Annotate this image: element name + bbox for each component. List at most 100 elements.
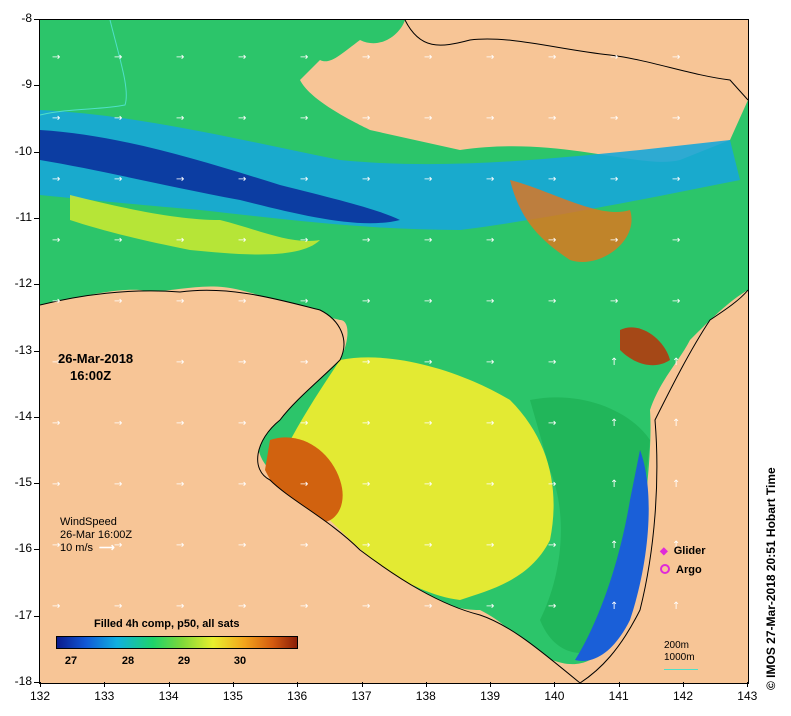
wind-arrow-icon: → [610,296,618,307]
wind-arrow-icon: → [300,52,308,63]
wind-arrow-icon: → [548,235,556,246]
wind-arrow-icon: ↑ [610,540,618,551]
wind-arrow-icon: ↑ [672,357,680,368]
wind-arrow-icon: → [486,540,494,551]
wind-arrow-icon: → [362,235,370,246]
wind-arrow-icon: → [672,174,680,185]
wind-arrow-icon: → [176,357,184,368]
wind-arrow-icon: → [362,601,370,612]
wind-arrow-icon: → [114,174,122,185]
wind-arrow-icon: → [486,296,494,307]
map-timestamp: 26-Mar-2018 16:00Z [58,350,133,384]
glider-marker-icon: ◆ [660,546,668,557]
wind-arrow-icon: → [362,540,370,551]
wind-arrow-icon: → [52,357,60,368]
x-tick-mark [232,682,234,687]
x-tick-mark [490,682,492,687]
map-time: 16:00Z [70,368,112,383]
x-tick-label: 137 [351,689,372,703]
y-tick-mark [34,682,39,683]
wind-arrow-icon: → [238,52,246,63]
wind-arrow-icon: → [548,479,556,490]
wind-legend-scale: 10 m/s [60,542,94,554]
wind-arrow-icon: → [176,52,184,63]
depth-contour-line-icon [664,668,698,670]
wind-arrow-icon: → [486,235,494,246]
wind-arrow-icon: → [238,540,246,551]
gulf-yellow [280,357,554,600]
wind-arrow-icon: ↑ [672,418,680,429]
wind-arrow-icon: → [424,113,432,124]
warm-patch-east [510,180,632,262]
glider-label: Glider [673,545,706,557]
colorbar-legend: Filled 4h comp, p50, all sats 27 28 29 3… [56,618,301,667]
x-tick-label: 141 [608,689,629,703]
wind-arrow-icon: → [176,601,184,612]
y-tick-label: -14 [14,408,32,423]
wind-arrow-icon: → [424,601,432,612]
colorbar-tick: 29 [177,655,191,667]
wind-arrow-icon: → [300,296,308,307]
wind-arrow-icon: → [486,52,494,63]
wind-arrow-icon: → [672,296,680,307]
colorbar-tick: 30 [233,655,247,667]
wind-arrow-icon: → [52,235,60,246]
wind-arrow-icon: → [114,418,122,429]
colorbar-gradient [56,636,298,649]
y-tick-label: -12 [14,276,32,291]
y-tick-mark [34,350,39,352]
wind-arrow-icon: → [486,479,494,490]
depth-contour-legend: 200m 1000m [664,640,698,676]
wind-arrow-icon: → [548,418,556,429]
wind-arrow-icon: → [52,174,60,185]
x-tick-label: 133 [94,689,115,703]
wind-arrow-icon: ↑ [610,418,618,429]
depth-1000m-label: 1000m [664,652,695,663]
map-date: 26-Mar-2018 [58,351,134,366]
y-tick-mark [34,483,39,485]
wind-arrow-icon: → [238,113,246,124]
colorbar-tick: 27 [64,655,78,667]
wind-arrow-icon: ↑ [672,540,680,551]
wind-arrow-icon: → [486,357,494,368]
wind-arrow-icon: → [672,235,680,246]
x-tick-mark [361,682,363,687]
wind-arrow-icon: → [362,174,370,185]
land-east-cape [580,290,748,683]
x-tick-mark [297,682,299,687]
wind-arrow-icon: → [238,174,246,185]
wind-arrow-icon: → [52,52,60,63]
wind-arrow-icon: → [52,296,60,307]
x-tick-label: 134 [158,689,179,703]
x-tick-mark [554,682,556,687]
wind-arrow-icon: ↑ [610,357,618,368]
x-tick-label: 143 [737,689,758,703]
y-tick-mark [34,615,39,617]
depth-contour-1000m [40,20,127,116]
wind-arrow-icon: → [300,357,308,368]
wind-arrow-icon: → [176,296,184,307]
y-tick-label: -9 [21,77,32,92]
y-tick-label: -18 [14,674,32,688]
wind-arrow-icon: → [424,296,432,307]
wind-scale-arrow-icon: ⟶ [99,542,115,554]
wind-arrow-icon: → [114,113,122,124]
x-tick-mark [40,682,41,687]
wind-arrow-icon: ↑ [672,479,680,490]
gulf-orange [265,437,343,523]
x-tick-mark [683,682,684,687]
colorbar-tick: 28 [121,655,135,667]
map-plot-area: → → → → → → → → → → → → → → → → → → → → → → → → → → → → → → → → → → → → → → → →… [39,19,749,684]
wind-arrow-icon: → [486,601,494,612]
platform-legend: ◆ Glider Argo [660,542,706,580]
wind-arrow-icon: → [238,479,246,490]
wind-arrow-icon: → [114,52,122,63]
y-tick-label: -10 [14,143,32,158]
wind-arrow-icon: ↑ [672,601,680,612]
wind-legend: WindSpeed 26-Mar 16:00Z 10 m/s ⟶ [60,516,132,555]
depth-200m-label: 200m [664,640,690,651]
wind-arrow-icon: → [424,418,432,429]
wind-arrow-icon: → [300,601,308,612]
wind-arrow-icon: → [238,601,246,612]
x-tick-mark [104,682,106,687]
